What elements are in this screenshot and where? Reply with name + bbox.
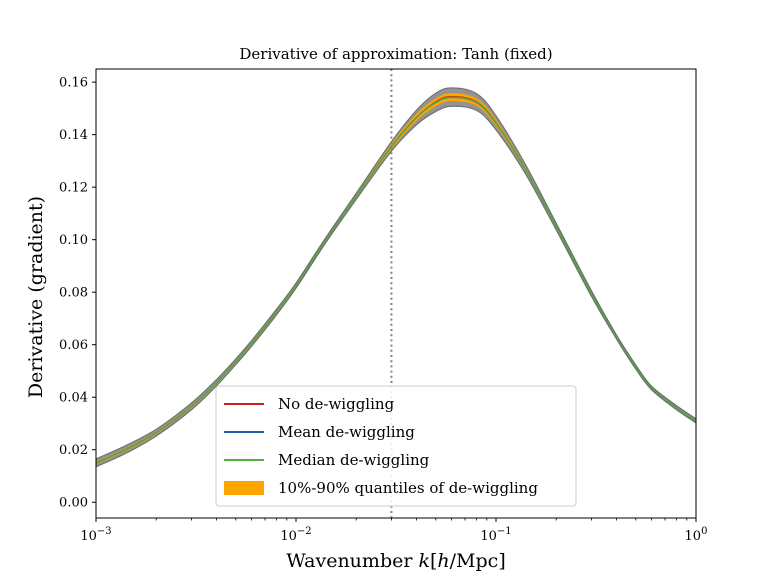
y-tick-label: 0.04 <box>59 391 88 406</box>
y-tick-label: 0.16 <box>59 76 88 91</box>
axes-frame <box>95 68 697 519</box>
x-tick-label: 10−2 <box>280 526 311 544</box>
y-tick-label: 0.10 <box>59 233 88 248</box>
legend: No de-wiggling Mean de-wiggling Median de-… <box>215 385 577 507</box>
y-tick-label: 0.14 <box>59 128 88 143</box>
series-line-median-de-wiggling <box>96 96 696 464</box>
chart-title: Derivative of approximation: Tanh (fixed… <box>239 45 552 63</box>
x-axis-label: Wavenumber k[h/Mpc] <box>286 550 505 572</box>
legend-label-no-de-wiggling: No de-wiggling <box>278 395 395 413</box>
y-tick-label: 0.02 <box>59 443 88 458</box>
legend-label-mean-de-wiggling: Mean de-wiggling <box>278 423 415 441</box>
x-tick-label: 10−1 <box>480 526 511 544</box>
legend-swatch-10-90-quantiles-of-de-wiggling <box>224 481 264 495</box>
y-tick-label: 0.06 <box>59 338 88 353</box>
y-tick-label: 0.00 <box>59 496 88 511</box>
y-tick-label: 0.12 <box>59 181 88 196</box>
y-axis-label: Derivative (gradient) <box>25 196 47 398</box>
envelope-lower-line <box>96 105 696 468</box>
legend-box <box>215 385 577 507</box>
plot-area <box>96 69 696 518</box>
x-tick-label: 10−3 <box>80 526 111 544</box>
x-tick-label: 100 <box>685 526 708 544</box>
legend-label-median-de-wiggling: Median de-wiggling <box>278 451 430 469</box>
axes: 0.00 0.02 0.04 0.06 0.08 0.10 0.12 0.14 0.16 10−3… <box>59 68 708 544</box>
envelope-upper-line <box>96 87 696 460</box>
svg-text:Derivative (gradient): Derivative (gradient) <box>25 196 47 398</box>
y-tick-label: 0.08 <box>59 286 88 301</box>
legend-label-10-90-quantiles-of-de-wiggling: 10%-90% quantiles of de-wiggling <box>278 479 538 497</box>
